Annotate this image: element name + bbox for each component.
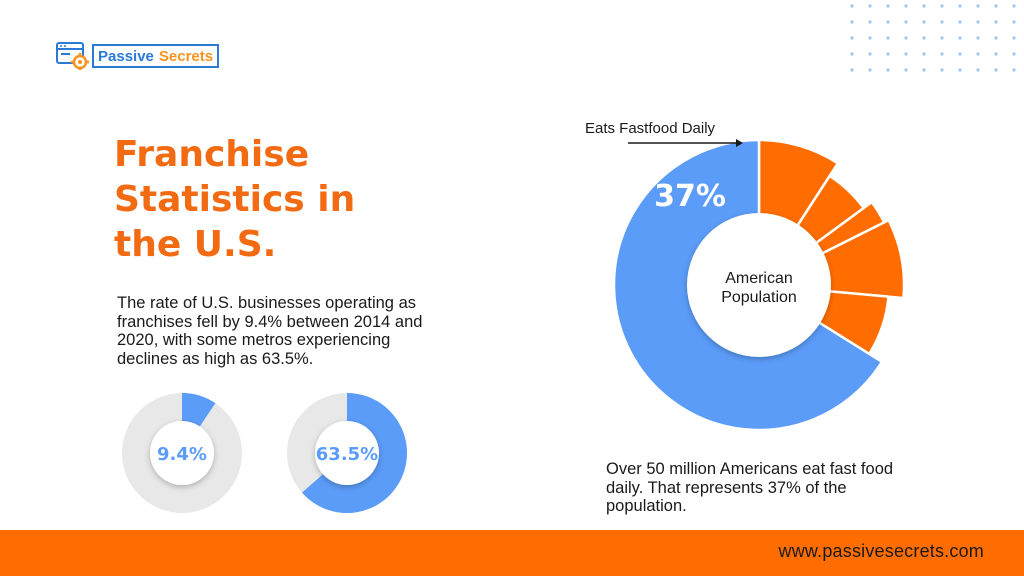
annotation-label: Eats Fastfood Daily [585,120,716,137]
decor-dot [994,52,998,56]
decor-dot [868,36,872,40]
decor-dot [940,36,944,40]
decor-dot [850,52,854,56]
brand-logo[interactable]: Passive Secrets [56,42,220,70]
decor-dot [1012,36,1016,40]
decor-dot [994,68,998,72]
data-label-37: 37% [654,179,726,214]
donut-center-label: 63.5% [316,444,378,465]
decor-dot [868,4,872,8]
decor-dot [994,36,998,40]
decor-dot [886,52,890,56]
decor-dot [940,52,944,56]
decor-dot [868,52,872,56]
decor-dot [958,52,962,56]
decor-dot [850,4,854,8]
brand-name: Passive Secrets [92,44,220,68]
donut-center [150,421,214,485]
decor-dot [904,36,908,40]
decor-dot [904,4,908,8]
decor-dot [940,68,944,72]
decor-dot [994,20,998,24]
decor-dot [868,68,872,72]
footer-url-link[interactable]: www.passivesecrets.com [778,541,984,561]
decor-dot [1012,20,1016,24]
small-donut-chart-2: 63.5% [287,393,407,513]
decor-dot [958,4,962,8]
donut-center-label: 9.4% [157,444,207,465]
decor-dot [904,68,908,72]
donut-center [315,421,379,485]
center-label-line1: American [725,270,793,287]
decor-dot [958,68,962,72]
fastfood-note: Over 50 million Americans eat fast food … [606,460,894,515]
decor-dot [850,36,854,40]
decor-dot [904,52,908,56]
decor-dot [850,68,854,72]
decor-dot [1012,4,1016,8]
big-donut-chart: American Population 37% Eats Fastfood Daily [585,120,906,432]
decor-dot [1012,52,1016,56]
center-label-line2: Population [721,289,797,306]
decor-dot [976,68,980,72]
decor-dot [922,36,926,40]
decor-dot [922,4,926,8]
small-donut-chart-1: 9.4% [122,393,242,513]
brand-name-part1: Passive [98,47,154,65]
decor-dot [886,20,890,24]
decor-dot [868,20,872,24]
title-line-3: the U.S. [114,224,277,265]
decor-dot [904,20,908,24]
decor-dot [958,20,962,24]
decor-dot [976,52,980,56]
decor-dot [958,36,962,40]
decor-dot [940,4,944,8]
decor-dot [886,68,890,72]
brand-name-part2: Secrets [158,47,214,65]
arrow-right-icon [628,139,743,147]
decor-dot [976,20,980,24]
decor-dot [940,20,944,24]
browser-gear-icon [56,42,89,70]
decor-dot [1012,68,1016,72]
decor-dot [886,4,890,8]
dot-grid-decoration [850,4,1016,72]
description-text: The rate of U.S. businesses operating as… [117,294,423,368]
decor-dot [886,36,890,40]
donut-center [687,213,831,357]
decor-dot [922,52,926,56]
title-line-1: Franchise [114,134,310,175]
decor-dot [850,20,854,24]
decor-dot [976,4,980,8]
decor-dot [994,4,998,8]
decor-dot [922,20,926,24]
title-line-2: Statistics in [114,179,356,220]
decor-dot [976,36,980,40]
decor-dot [922,68,926,72]
page-title: Franchise Statistics in the U.S. [114,132,434,267]
footer-bar: www.passivesecrets.com [0,530,1024,576]
